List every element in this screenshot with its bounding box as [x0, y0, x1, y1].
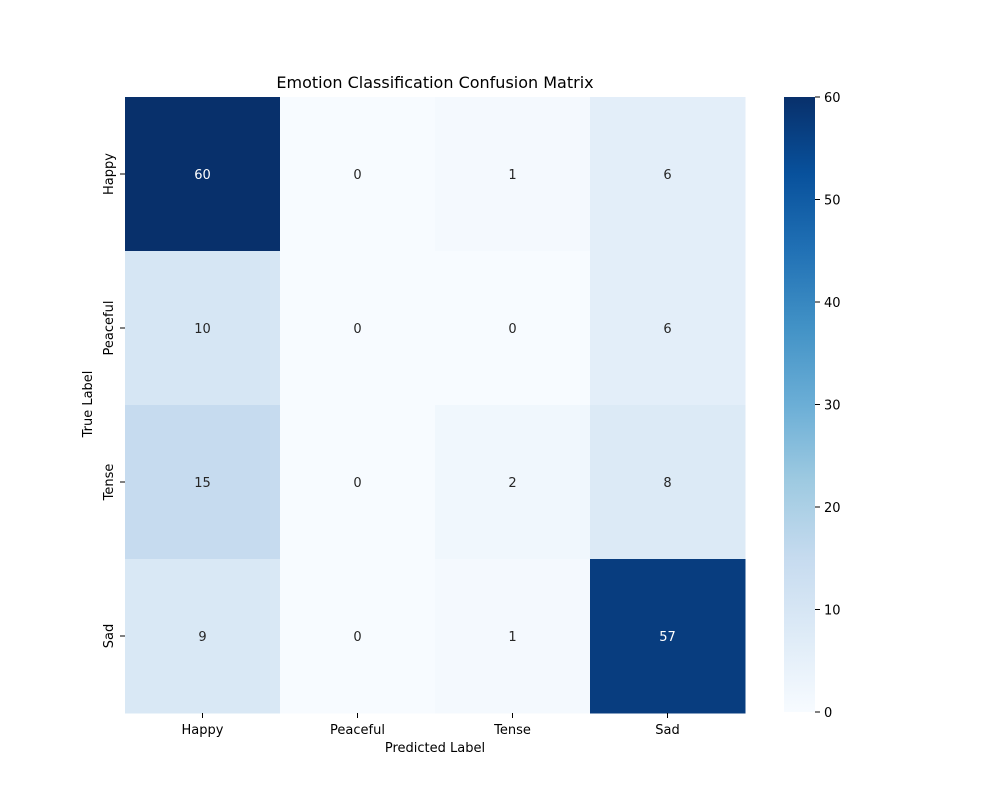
cell-value-label: 0: [353, 476, 361, 491]
colorbar-ticks: 0 10 20 30 40 50 60: [815, 91, 841, 721]
cell-value-label: 1: [508, 630, 516, 645]
colorbar-tick-label: 10: [824, 604, 841, 619]
heatmap-cell: [125, 559, 281, 714]
cell-value-label: 0: [353, 630, 361, 645]
x-axis-ticks: Happy Peaceful Tense Sad: [182, 713, 680, 738]
cell-value-label: 15: [194, 476, 211, 491]
x-tick-label: Peaceful: [330, 723, 385, 738]
heatmap-cell: [590, 251, 746, 406]
heatmap-cell: [590, 97, 746, 252]
heatmap-cell: [125, 405, 281, 560]
colorbar-tick-label: 40: [824, 296, 841, 311]
colorbar: [784, 97, 815, 712]
cell-value-label: 57: [659, 630, 676, 645]
colorbar-tick-label: 50: [824, 194, 841, 209]
heatmap-cell: [590, 405, 746, 560]
heatmap-cell: [435, 97, 591, 252]
cell-value-label: 10: [194, 322, 211, 337]
heatmap-cell: [280, 97, 436, 252]
heatmap-cell: [280, 251, 436, 406]
heatmap-cell: [125, 97, 281, 252]
heatmap-cells: [125, 97, 746, 714]
colorbar-tick-label: 60: [824, 91, 841, 106]
cell-value-label: 0: [353, 322, 361, 337]
cell-value-label: 9: [198, 630, 206, 645]
y-tick-label: Happy: [102, 153, 117, 195]
heatmap-cell-labels: 60 0 1 6 10 0 0 6 15 0 2 8 9 0 1 57: [194, 168, 676, 645]
heatmap-cell: [435, 559, 591, 714]
colorbar-tick-label: 0: [824, 706, 832, 721]
cell-value-label: 6: [663, 322, 671, 337]
cell-value-label: 60: [194, 168, 211, 183]
heatmap-cell: [435, 251, 591, 406]
colorbar-tick-label: 20: [824, 501, 841, 516]
y-tick-label: Sad: [102, 624, 117, 648]
heatmap-cell: [280, 405, 436, 560]
heatmap-cell: [435, 405, 591, 560]
x-tick-label: Tense: [493, 723, 531, 738]
heatmap-cell: [590, 559, 746, 714]
x-tick-label: Happy: [182, 723, 224, 738]
x-axis-label: Predicted Label: [385, 741, 485, 756]
y-tick-label: Tense: [102, 464, 117, 502]
x-tick-label: Sad: [655, 723, 679, 738]
y-tick-label: Peaceful: [102, 301, 117, 356]
heatmap-cell: [125, 251, 281, 406]
chart-title: Emotion Classification Confusion Matrix: [276, 73, 593, 92]
y-axis-ticks: Happy Peaceful Tense Sad: [102, 153, 125, 648]
colorbar-tick-label: 30: [824, 399, 841, 414]
cell-value-label: 0: [508, 322, 516, 337]
cell-value-label: 2: [508, 476, 516, 491]
heatmap-cell: [280, 559, 436, 714]
cell-value-label: 8: [663, 476, 671, 491]
cell-value-label: 1: [508, 168, 516, 183]
cell-value-label: 6: [663, 168, 671, 183]
cell-value-label: 0: [353, 168, 361, 183]
y-axis-label: True Label: [81, 371, 96, 439]
